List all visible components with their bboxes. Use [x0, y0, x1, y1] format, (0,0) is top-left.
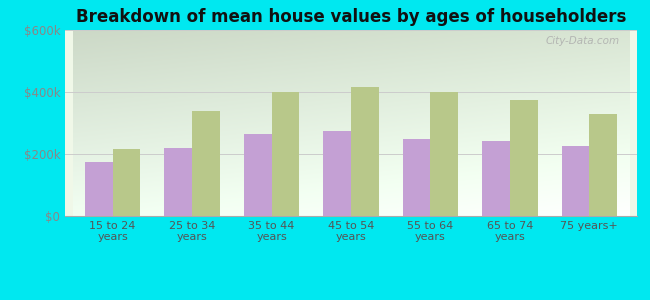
Bar [482, 141, 510, 216]
Bar [510, 100, 538, 216]
Bar [272, 92, 300, 216]
Bar [192, 111, 220, 216]
Bar [244, 134, 272, 216]
Bar [590, 114, 617, 216]
Bar [351, 87, 379, 216]
Bar [402, 139, 430, 216]
Text: City-Data.com: City-Data.com [546, 36, 620, 46]
Bar [112, 149, 140, 216]
Bar [164, 148, 192, 216]
Title: Breakdown of mean house values by ages of householders: Breakdown of mean house values by ages o… [76, 8, 626, 26]
Bar [323, 131, 351, 216]
Bar [85, 162, 112, 216]
Bar [562, 146, 590, 216]
Bar [430, 92, 458, 216]
